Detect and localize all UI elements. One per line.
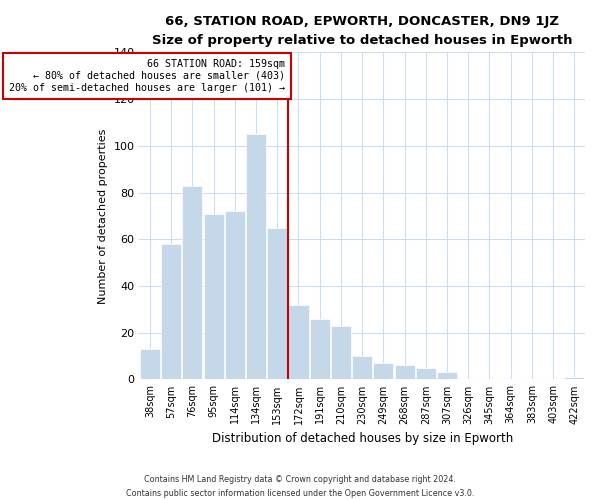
Bar: [267, 228, 287, 380]
Bar: [203, 214, 224, 380]
Bar: [331, 326, 351, 380]
Bar: [416, 368, 436, 380]
Bar: [352, 356, 372, 380]
Bar: [310, 318, 330, 380]
X-axis label: Distribution of detached houses by size in Epworth: Distribution of detached houses by size …: [212, 432, 513, 445]
Bar: [437, 372, 457, 380]
Bar: [395, 366, 415, 380]
Bar: [225, 211, 245, 380]
Bar: [182, 186, 202, 380]
Bar: [140, 349, 160, 380]
Y-axis label: Number of detached properties: Number of detached properties: [98, 128, 108, 304]
Bar: [161, 244, 181, 380]
Bar: [246, 134, 266, 380]
Bar: [373, 363, 394, 380]
Bar: [565, 377, 584, 380]
Title: 66, STATION ROAD, EPWORTH, DONCASTER, DN9 1JZ
Size of property relative to detac: 66, STATION ROAD, EPWORTH, DONCASTER, DN…: [152, 15, 572, 47]
Text: 66 STATION ROAD: 159sqm
← 80% of detached houses are smaller (403)
20% of semi-d: 66 STATION ROAD: 159sqm ← 80% of detache…: [8, 60, 284, 92]
Text: Contains HM Land Registry data © Crown copyright and database right 2024.
Contai: Contains HM Land Registry data © Crown c…: [126, 476, 474, 498]
Bar: [289, 304, 308, 380]
